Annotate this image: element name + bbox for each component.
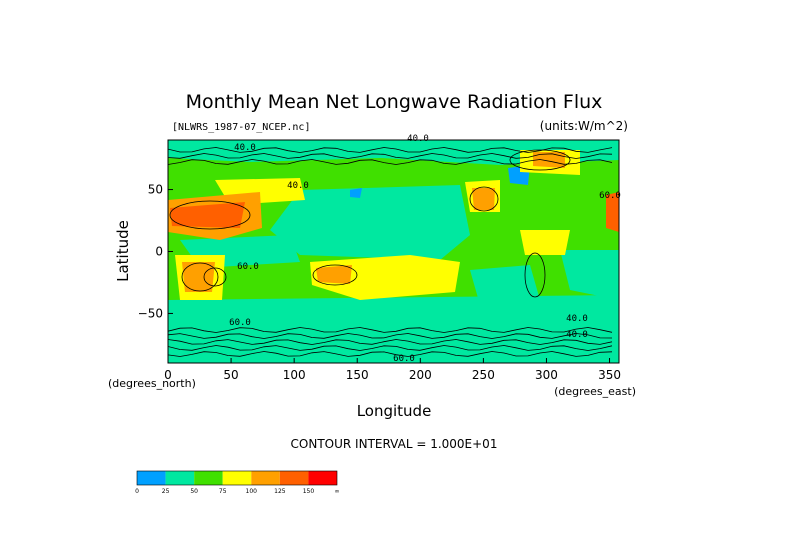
colorbar-swatch bbox=[251, 471, 280, 485]
y-tick-label: 0 bbox=[155, 245, 163, 259]
x-tick-label: 300 bbox=[535, 368, 558, 382]
contour-oval-4 bbox=[169, 200, 251, 230]
colorbar-level-label: 100 bbox=[246, 488, 258, 495]
contour-oval-0 bbox=[181, 262, 219, 292]
x-tick-label: 50 bbox=[223, 368, 238, 382]
contour-label: 40.0 bbox=[566, 330, 588, 340]
colorbar-level-label: 50 bbox=[190, 488, 198, 495]
contour-line-4 bbox=[168, 333, 613, 339]
contour-line-2 bbox=[168, 159, 613, 165]
file-label: [NLWRS_1987-07_NCEP.nc] bbox=[172, 122, 310, 133]
x-tick-label: 150 bbox=[346, 368, 369, 382]
field-patch-3 bbox=[470, 265, 540, 305]
contour-label: 40.0 bbox=[234, 143, 256, 153]
contour-oval-1 bbox=[203, 267, 227, 287]
colorbar-frame bbox=[136, 470, 338, 486]
contour-line-6 bbox=[168, 345, 613, 351]
contour-oval-5 bbox=[509, 149, 571, 171]
colorbar-level-label: 150 bbox=[303, 488, 315, 495]
x-tick-label: 350 bbox=[598, 368, 621, 382]
field-patch-16 bbox=[182, 262, 215, 292]
contour-line-3 bbox=[168, 327, 613, 333]
units-label: (units:W/m^2) bbox=[540, 119, 628, 133]
contour-oval-3 bbox=[469, 186, 499, 212]
plot-area bbox=[168, 140, 619, 363]
colorbar-level-label: ∞ bbox=[335, 488, 340, 495]
colorbar-level-label: 0 bbox=[135, 488, 139, 495]
field-patch-17 bbox=[316, 265, 352, 284]
colorbar-level-label: 25 bbox=[162, 488, 170, 495]
field-patch-20 bbox=[533, 152, 565, 168]
colorbar-swatch bbox=[137, 471, 166, 485]
field-patch-1 bbox=[270, 185, 470, 260]
contour-label: 40.0 bbox=[287, 181, 309, 191]
field-patch-5 bbox=[560, 250, 619, 300]
colorbar-swatch bbox=[222, 471, 252, 485]
contour-label: 60.0 bbox=[599, 191, 621, 201]
field-patch-18 bbox=[472, 188, 495, 210]
contour-label: 60.0 bbox=[237, 262, 259, 272]
y-axis-label: Latitude bbox=[114, 220, 132, 282]
contour-oval-2 bbox=[312, 264, 358, 286]
contour-line-5 bbox=[168, 339, 613, 345]
x-axis-units: (degrees_east) bbox=[554, 385, 636, 398]
contour-label: 60.0 bbox=[229, 318, 251, 328]
field-patch-7 bbox=[350, 188, 362, 198]
field-patch-13 bbox=[520, 230, 570, 255]
chart-title: Monthly Mean Net Longwave Radiation Flux bbox=[186, 91, 603, 113]
y-axis-units: (degrees_north) bbox=[108, 377, 196, 390]
y-axis-ticks: 50 0 −50 bbox=[138, 183, 173, 320]
contour-label: 40.0 bbox=[566, 314, 588, 324]
colorbar-level-label: 75 bbox=[219, 488, 227, 495]
x-tick-label: 100 bbox=[283, 368, 306, 382]
x-tick-label: 250 bbox=[472, 368, 495, 382]
colorbar-swatch bbox=[308, 471, 337, 485]
x-axis-label: Longitude bbox=[357, 402, 432, 420]
colorbar-level-label: 125 bbox=[274, 488, 286, 495]
field-patch-0 bbox=[168, 140, 619, 165]
y-tick-label: −50 bbox=[138, 306, 163, 320]
contour-oval-6 bbox=[524, 252, 546, 298]
x-tick-label: 0 bbox=[164, 368, 172, 382]
colorbar-swatch bbox=[165, 471, 195, 485]
x-axis-ticks: 0 50 100 150 200 250 300 350 bbox=[164, 358, 621, 382]
contour-line-0 bbox=[168, 147, 613, 153]
contour-labels: 40.0 40.0 40.0 60.0 60.0 60.0 40.0 60.0 40.0 bbox=[229, 134, 621, 364]
field-patch-19 bbox=[606, 192, 619, 232]
colorbar-swatch bbox=[279, 471, 309, 485]
contour-interval-text: CONTOUR INTERVAL = 1.000E+01 bbox=[291, 437, 498, 451]
x-tick-label: 200 bbox=[409, 368, 432, 382]
contour-label: 60.0 bbox=[393, 354, 415, 364]
field-patch-15 bbox=[170, 202, 245, 228]
contour-line-1 bbox=[168, 153, 613, 159]
colorbar: 0 25 50 75 100 125 150 ∞ bbox=[135, 470, 340, 495]
colorbar-swatch bbox=[194, 471, 223, 485]
contour-label: 40.0 bbox=[407, 134, 429, 144]
y-tick-label: 50 bbox=[148, 183, 163, 197]
contour-line-7 bbox=[168, 351, 613, 357]
